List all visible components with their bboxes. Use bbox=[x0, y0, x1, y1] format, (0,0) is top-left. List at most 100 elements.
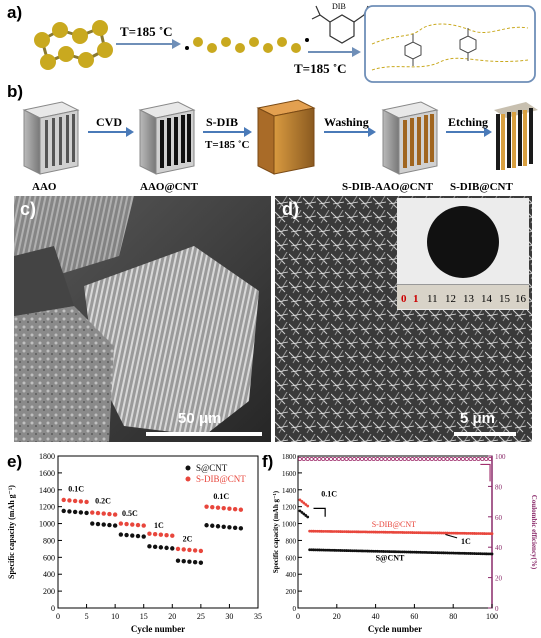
ruler: 0 1 11 12 13 14 15 16 bbox=[397, 284, 529, 309]
data-point-s-dib-cnt bbox=[490, 532, 494, 536]
data-point-s-dib-cnt bbox=[368, 530, 372, 534]
legend-marker bbox=[185, 476, 191, 482]
caption-aao: AAO bbox=[32, 181, 57, 193]
cycling-chart: 0200400600800100012001400160018000204060… bbox=[272, 453, 538, 634]
data-point-s-cnt bbox=[90, 521, 95, 526]
data-point-s-dib-cnt bbox=[391, 530, 395, 534]
data-point-s-dib-cnt bbox=[90, 510, 95, 515]
data-point-s-cnt bbox=[426, 551, 430, 554]
data-point-s-cnt bbox=[471, 552, 474, 555]
step1-label: T=185 ˚C bbox=[120, 24, 173, 39]
s8-ring bbox=[34, 20, 113, 70]
sem-c-texture bbox=[14, 196, 271, 442]
data-point-s-cnt bbox=[238, 526, 244, 531]
data-point-s-cnt bbox=[181, 559, 186, 564]
data-point-s-cnt bbox=[467, 552, 471, 555]
data-point-coulombic bbox=[472, 457, 477, 462]
data-point-s-dib-cnt bbox=[362, 530, 366, 534]
data-point-s-cnt bbox=[416, 550, 420, 554]
data-point-s-cnt bbox=[130, 533, 135, 538]
data-point-s-dib-cnt bbox=[465, 531, 469, 535]
y-tick-label: 1200 bbox=[282, 504, 297, 512]
data-point-s-dib-cnt bbox=[204, 504, 209, 509]
data-point-s-cnt bbox=[393, 550, 397, 554]
data-point-s-cnt bbox=[459, 551, 463, 555]
data-point-coulombic bbox=[340, 457, 345, 462]
data-point-s-dib-cnt bbox=[61, 497, 66, 503]
data-point-s-dib-cnt bbox=[453, 531, 457, 535]
data-point-s-dib-cnt bbox=[482, 532, 486, 535]
ruler-tick-1: 1 bbox=[413, 293, 419, 305]
y-tick-label: 800 bbox=[43, 536, 55, 545]
membrane-disc bbox=[427, 206, 499, 278]
data-point-s-cnt bbox=[453, 551, 457, 555]
data-point-s-cnt bbox=[370, 549, 374, 553]
data-point-coulombic bbox=[379, 457, 384, 462]
y-axis-label: Specific capacity (mAh g⁻¹) bbox=[272, 490, 280, 573]
data-point-s-dib-cnt bbox=[380, 530, 383, 534]
annotation-rate-2: 1C bbox=[461, 537, 471, 546]
data-point-s-dib-cnt bbox=[358, 530, 362, 534]
x-tick-label: 20 bbox=[168, 612, 176, 621]
step-etching: Etching bbox=[448, 115, 488, 129]
data-point-s-cnt bbox=[486, 552, 490, 556]
data-point-s-dib-cnt bbox=[477, 532, 480, 535]
data-point-s-dib-cnt bbox=[164, 533, 169, 538]
caption-sdib-cnt: S-DIB@CNT bbox=[450, 181, 513, 193]
data-point-s-cnt bbox=[381, 550, 385, 553]
data-point-coulombic bbox=[460, 457, 465, 462]
data-point-s-cnt bbox=[389, 550, 393, 554]
data-point-coulombic bbox=[305, 457, 310, 462]
x-tick-label: 15 bbox=[140, 612, 148, 621]
data-point-s-cnt bbox=[337, 549, 341, 552]
y-tick-label: 1400 bbox=[39, 486, 55, 495]
data-point-s-dib-cnt bbox=[345, 530, 348, 534]
y-tick-label: 1600 bbox=[282, 470, 297, 478]
ruler-tick-5: 14 bbox=[481, 293, 492, 305]
x-tick-label: 100 bbox=[486, 612, 498, 621]
data-point-s-cnt bbox=[210, 523, 215, 528]
data-point-s-cnt bbox=[447, 551, 451, 555]
data-point-coulombic bbox=[410, 457, 415, 462]
cube-aao-cnt bbox=[138, 101, 196, 175]
data-point-s-cnt bbox=[325, 548, 329, 552]
y-tick-label: 1800 bbox=[282, 453, 297, 461]
data-point-s-dib-cnt bbox=[381, 530, 385, 534]
annotation-series-red: S-DIB@CNT bbox=[372, 520, 416, 529]
data-point-coulombic bbox=[309, 457, 314, 462]
data-point-s-cnt bbox=[354, 549, 358, 553]
x-tick-label: 80 bbox=[449, 612, 457, 621]
data-point-s-dib-cnt bbox=[461, 531, 465, 535]
data-point-s-dib-cnt bbox=[451, 531, 455, 535]
data-point-coulombic bbox=[321, 457, 326, 462]
data-point-s-cnt bbox=[192, 560, 198, 565]
y-tick-label: 1000 bbox=[39, 520, 55, 529]
data-point-s-dib-cnt bbox=[325, 529, 329, 533]
rate-label: 0.2C bbox=[95, 496, 111, 505]
data-point-s-dib-cnt bbox=[378, 530, 381, 534]
data-point-s-cnt bbox=[414, 550, 418, 554]
x-tick-label: 20 bbox=[333, 612, 341, 621]
data-point-s-cnt bbox=[221, 524, 226, 529]
data-point-s-dib-cnt bbox=[130, 522, 135, 527]
x-tick-label: 10 bbox=[111, 612, 119, 621]
data-point-s-cnt bbox=[405, 550, 409, 554]
data-point-s-cnt bbox=[135, 533, 141, 539]
data-point-coulombic bbox=[356, 457, 361, 462]
data-point-s-cnt bbox=[482, 552, 486, 556]
y-axis-label: Specific capacity (mAh g⁻¹) bbox=[7, 485, 16, 579]
data-point-s-dib-cnt bbox=[455, 531, 459, 535]
data-point-s-dib-cnt bbox=[67, 498, 72, 503]
data-point-s-cnt bbox=[147, 544, 152, 549]
data-point-s-dib-cnt bbox=[418, 531, 422, 535]
data-point-coulombic bbox=[449, 457, 454, 462]
data-point-s-dib-cnt bbox=[399, 531, 403, 534]
data-point-s-dib-cnt bbox=[238, 507, 244, 512]
data-point-coulombic bbox=[344, 457, 349, 462]
y-tick-label: 1800 bbox=[39, 452, 55, 461]
data-point-s-cnt bbox=[428, 551, 432, 554]
data-point-s-dib-cnt bbox=[187, 547, 192, 553]
data-point-coulombic bbox=[484, 457, 489, 462]
annotation-arrow-right bbox=[480, 463, 491, 482]
data-point-s-dib-cnt bbox=[432, 531, 436, 535]
